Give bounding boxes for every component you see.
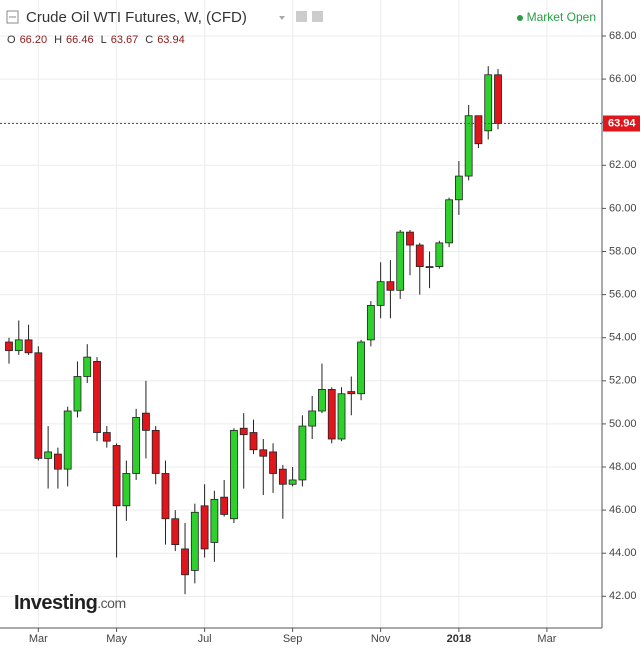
x-tick-label: Mar [29,633,48,645]
candle-body [151,429,160,474]
candle-body [435,242,444,267]
candle-body [308,410,317,427]
candle-body [24,339,33,354]
y-tick-label: 62.00 [609,159,637,171]
candle-body [318,389,326,412]
dropdown-icon[interactable] [279,16,285,20]
candle-body [327,389,336,440]
quote-name: L [101,34,107,46]
candle-body [445,199,454,244]
x-tick-label: Jul [198,633,212,645]
quote-name: O [7,34,16,46]
market-status: Market Open [527,10,596,24]
y-tick-label: 50.00 [609,418,637,430]
candle-body [132,417,141,474]
y-tick-label: 54.00 [609,332,637,344]
candle-body [93,361,101,433]
y-tick-label: 42.00 [609,590,637,602]
quote: O 66.20 H 66.46 L 63.67 C 63.94 [7,34,185,46]
candle-body [171,518,180,545]
candle-body [200,505,209,550]
y-tick-label: 44.00 [609,547,637,559]
candle-body [249,432,258,451]
candle-body [102,432,111,442]
quote-value: 63.94 [157,34,185,46]
candle-body [396,231,405,291]
y-tick-label: 68.00 [609,30,637,42]
candles [5,66,502,595]
candle-body [454,175,463,201]
y-tick-label: 56.00 [609,289,637,301]
candle-body [415,244,424,267]
y-tick-label: 52.00 [609,375,637,387]
candle-body [494,74,502,124]
x-tick-label: May [106,633,127,645]
candle-body [386,281,395,291]
candle-body [14,339,23,352]
candle-body [406,231,414,246]
logo: Investing.com [14,592,126,614]
candle-body [112,445,121,507]
candle-body [376,281,385,306]
quote-name: H [54,34,62,46]
y-tick-label: 46.00 [609,504,637,516]
candle-body [347,391,356,395]
candle-body [484,74,493,132]
x-tick-label: 2018 [447,633,471,645]
settings-icon[interactable] [296,11,307,22]
candle-body [269,451,277,474]
candle-body [464,115,473,177]
candle-body [425,266,434,268]
candle-body [63,410,72,470]
candle-body [366,304,375,341]
candle-body [161,473,170,520]
y-tick-label: 60.00 [609,202,637,214]
x-tick-label: Sep [283,633,303,645]
candle-body [298,425,307,481]
y-tick-label: 66.00 [609,73,637,85]
candle-body [288,479,297,485]
x-tick-label: Mar [537,633,556,645]
settings-icon[interactable] [312,11,323,22]
candle-body [142,412,150,431]
candle-body [259,449,268,457]
quote-value: 66.20 [20,34,48,46]
collapse-icon[interactable] [6,10,19,24]
last-price-box [603,115,640,132]
logo-suffix: .com [97,595,125,611]
chart-title: Crude Oil WTI Futures, W, (CFD) [26,9,247,26]
candle-body [210,498,219,543]
x-tick-label: Nov [371,633,391,645]
candle-body [220,496,229,515]
candle-body [83,356,92,377]
candle-body [44,451,53,459]
candle-body [54,453,62,470]
candle-body [181,548,189,576]
candle-body [73,376,82,412]
candle-body [357,341,365,395]
candle-body [122,473,131,507]
candle-body [190,511,199,571]
y-tick-label: 58.00 [609,245,637,257]
candle-body [337,393,346,440]
status-dot [517,15,523,21]
candle-body [239,427,248,436]
candle-body [474,115,483,145]
quote-value: 63.67 [111,34,139,46]
last-price-label: 63.94 [608,117,636,129]
logo-main: Investing [14,592,97,614]
candle-body [230,429,238,520]
candle-body [278,468,287,485]
quote-value: 66.46 [66,34,94,46]
candle-body [5,341,13,352]
quote-name: C [145,34,153,46]
y-tick-label: 48.00 [609,461,637,473]
candle-body [34,352,43,459]
